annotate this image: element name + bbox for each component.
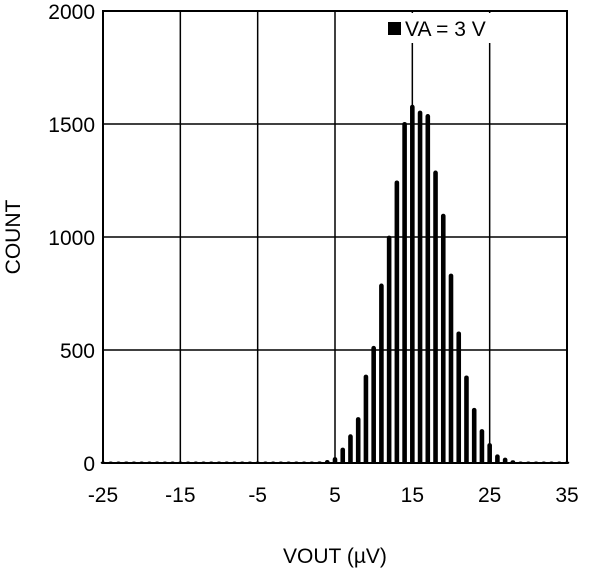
bar [433, 170, 438, 464]
legend-box [383, 13, 518, 43]
bar [471, 407, 477, 464]
bar [487, 443, 492, 464]
bar [448, 273, 454, 464]
x-tick-label: 15 [401, 484, 424, 507]
y-tick-label: 1000 [48, 227, 95, 250]
x-tick-label: -15 [165, 484, 195, 507]
bar [355, 417, 361, 464]
y-tick-label: 1500 [48, 114, 95, 137]
y-tick-label: 0 [83, 453, 95, 476]
bar [394, 180, 400, 464]
bar [363, 374, 369, 464]
bars [100, 104, 570, 464]
bar [410, 104, 415, 464]
x-tick-labels: -25 -15 -5 5 15 25 35 [88, 484, 579, 507]
plot-frame [102, 10, 568, 464]
x-tick-label: -5 [248, 484, 267, 507]
bar [417, 110, 423, 464]
bar [386, 235, 392, 464]
x-tick-label: -25 [88, 484, 118, 507]
bar [440, 213, 446, 464]
bar [348, 434, 353, 464]
bar [425, 114, 431, 464]
x-tick-label: 35 [555, 484, 578, 507]
bar [479, 429, 485, 464]
grid [102, 10, 568, 464]
y-tick-labels: 0 500 1000 1500 2000 [48, 1, 95, 476]
bar [340, 447, 346, 464]
bar [379, 283, 384, 464]
y-tick-label: 500 [60, 340, 95, 363]
y-tick-label: 2000 [48, 1, 95, 24]
bar [402, 121, 407, 464]
legend: VA = 3 V [383, 13, 518, 43]
bar [464, 375, 469, 464]
legend-marker [388, 22, 401, 35]
x-tick-label: 5 [329, 484, 341, 507]
x-tick-label: 25 [478, 484, 501, 507]
bar [456, 331, 462, 464]
bar [495, 454, 500, 464]
x-axis-label: VOUT (µV) [283, 545, 387, 568]
bar [371, 345, 376, 464]
legend-label: VA = 3 V [405, 18, 486, 41]
y-axis-label: COUNT [2, 200, 25, 275]
